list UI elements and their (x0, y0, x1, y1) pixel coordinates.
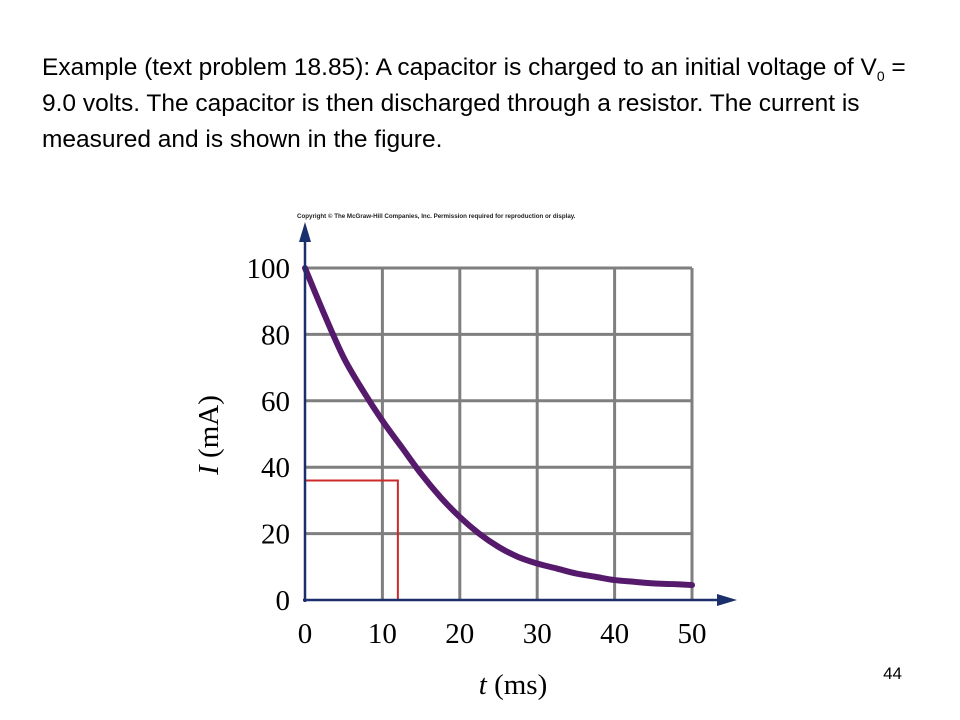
x-tick-label: 10 (368, 618, 397, 650)
copyright-notice: Copyright © The McGraw-Hill Companies, I… (297, 213, 576, 220)
y-tick-labels: 0 20 40 60 80 100 (247, 253, 291, 617)
x-tick-label: 40 (600, 618, 629, 650)
x-tick-labels: 0 10 20 30 40 50 (298, 618, 707, 650)
y-axis-unit: (mA) (193, 395, 225, 465)
reading-marker (305, 479, 399, 600)
y-tick-label: 80 (261, 319, 290, 351)
x-tick-label: 0 (298, 618, 313, 650)
y-tick-label: 0 (276, 585, 291, 617)
x-tick-label: 30 (523, 618, 552, 650)
voltage-subscript: 0 (876, 67, 885, 84)
axes (299, 222, 737, 606)
y-axis-arrowhead (299, 222, 311, 242)
slide-number: 44 (883, 664, 902, 683)
x-axis-title: t (ms) (479, 669, 547, 701)
y-axis-symbol: I (193, 464, 225, 476)
x-tick-label: 50 (678, 618, 707, 650)
problem-text-part2: = 9.0 volts. The capacitor is then disch… (42, 54, 906, 153)
current-decay-curve (302, 265, 695, 589)
x-tick-label: 20 (445, 618, 474, 650)
curve-layer (302, 265, 695, 589)
x-axis-arrowhead (717, 594, 737, 606)
y-tick-label: 20 (261, 519, 290, 551)
reading-marker-line (305, 479, 399, 600)
x-axis-symbol: t (479, 669, 488, 701)
problem-text-part1: Example (text problem 18.85): A capacito… (42, 54, 877, 81)
grid (305, 266, 694, 600)
y-axis-title: I (mA) (193, 395, 225, 476)
y-tick-label: 100 (247, 253, 291, 285)
problem-statement: Example (text problem 18.85): A capacito… (42, 50, 922, 158)
x-axis-unit: (ms) (487, 669, 547, 701)
y-tick-label: 60 (261, 386, 290, 418)
y-tick-label: 40 (261, 452, 290, 484)
